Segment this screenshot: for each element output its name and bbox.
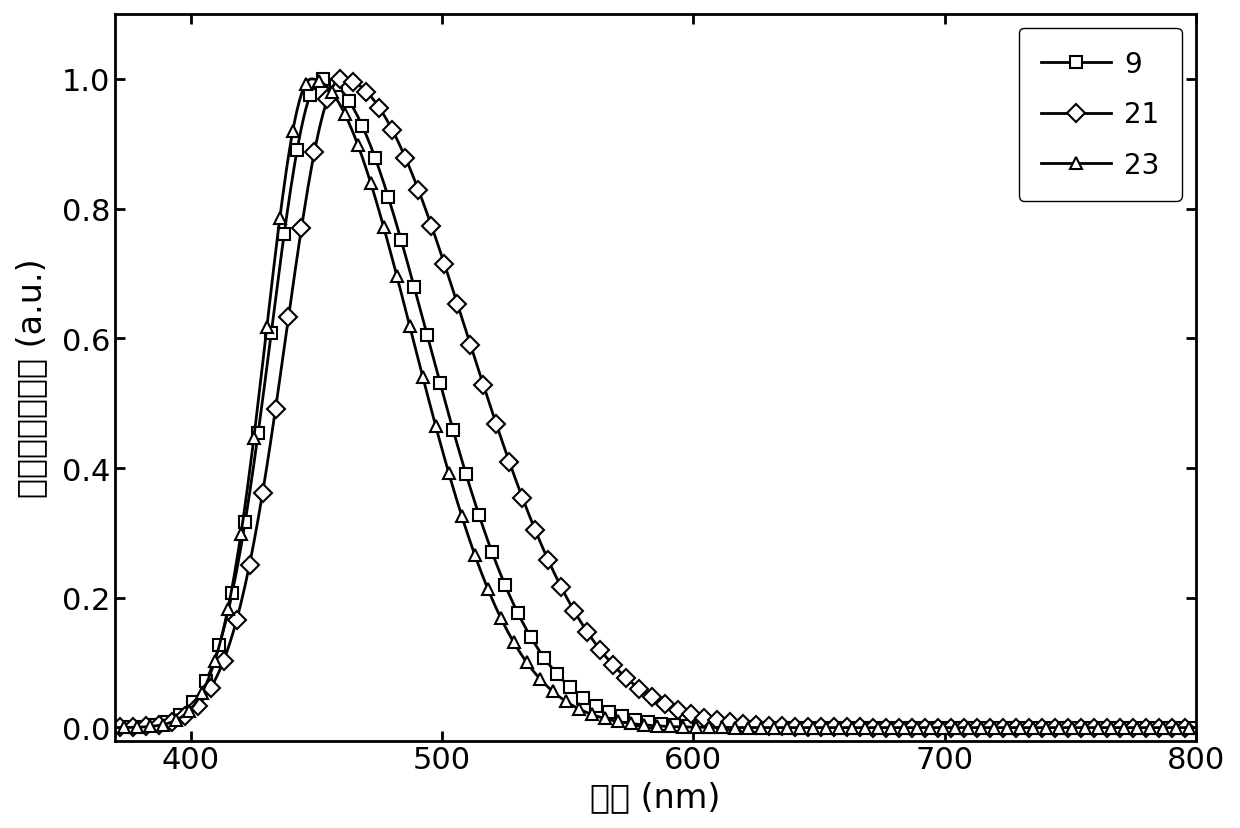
21 <box>753 720 768 730</box>
Line: 23: 23 <box>109 74 1202 734</box>
21 <box>1164 723 1179 733</box>
Y-axis label: 归一化发光强度 (a.u.): 归一化发光强度 (a.u.) <box>15 258 48 498</box>
9 <box>108 723 123 733</box>
21 <box>335 75 350 84</box>
21 <box>996 723 1011 733</box>
9 <box>630 715 645 725</box>
23 <box>624 719 639 729</box>
9 <box>694 722 709 732</box>
21 <box>1188 723 1203 733</box>
Legend: 9, 21, 23: 9, 21, 23 <box>1019 29 1182 201</box>
X-axis label: 波长 (nm): 波长 (nm) <box>590 780 720 813</box>
23 <box>1164 723 1179 733</box>
21 <box>624 677 639 687</box>
23 <box>108 723 123 733</box>
9 <box>1188 723 1203 733</box>
9 <box>996 723 1011 733</box>
Line: 9: 9 <box>109 75 1202 734</box>
Line: 21: 21 <box>109 74 1202 734</box>
23 <box>630 720 645 729</box>
9 <box>1164 723 1179 733</box>
23 <box>305 75 320 84</box>
9 <box>314 75 329 84</box>
23 <box>1188 723 1203 733</box>
21 <box>108 723 123 733</box>
21 <box>630 682 645 692</box>
21 <box>694 712 709 722</box>
23 <box>694 722 709 732</box>
9 <box>624 714 639 724</box>
9 <box>753 723 768 733</box>
23 <box>996 723 1011 733</box>
23 <box>753 723 768 733</box>
